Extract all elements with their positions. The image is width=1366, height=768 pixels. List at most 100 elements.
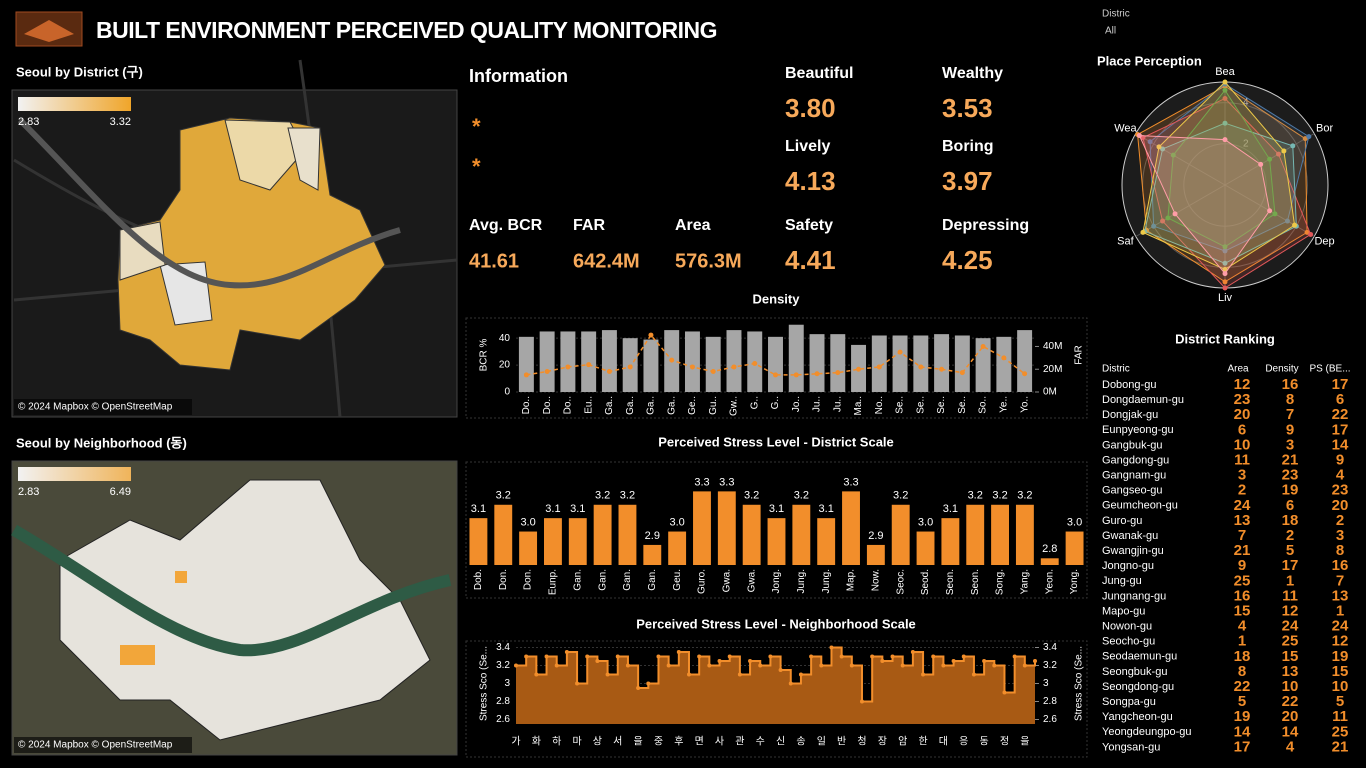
district-name: Jung-gu <box>1102 575 1142 587</box>
point <box>959 370 965 376</box>
kpi-label: Beautiful <box>785 65 853 82</box>
x-tick-label: Ju.. <box>812 396 823 412</box>
rank-value: 11 <box>1332 708 1348 725</box>
point <box>669 357 675 363</box>
data-label: 3.3 <box>694 476 709 488</box>
kpi-label: Lively <box>785 138 830 155</box>
rank-value: 13 <box>1282 663 1299 680</box>
point <box>1276 151 1282 157</box>
point <box>1022 663 1027 668</box>
rank-value: 14 <box>1234 723 1251 740</box>
map-title: Seoul by Neighborhood (동) <box>16 435 187 450</box>
rank-value: 11 <box>1282 587 1298 604</box>
x-tick-label: 가 <box>511 736 520 748</box>
district-name: Dongdaemun-gu <box>1102 394 1184 406</box>
bar <box>1015 504 1034 565</box>
rank-value: 9 <box>1336 451 1344 468</box>
rank-value: 15 <box>1332 663 1349 680</box>
x-tick-label: 하 <box>552 735 561 748</box>
bar <box>618 504 637 565</box>
rank-value: 15 <box>1234 602 1251 619</box>
point <box>814 371 820 377</box>
y2-axis-label: FAR <box>1074 345 1085 364</box>
data-label: 3.2 <box>794 490 809 502</box>
district-name: Yangcheon-gu <box>1102 711 1173 723</box>
data-label: 3.1 <box>769 503 784 515</box>
district-name: Jungnang-gu <box>1102 590 1166 602</box>
point <box>1222 87 1228 93</box>
x-tick-label: Ge.. <box>687 396 698 415</box>
x-tick-label: Ga.. <box>625 396 636 415</box>
bar <box>991 504 1010 565</box>
x-tick-label: Ga.. <box>604 396 615 415</box>
bar <box>788 324 804 392</box>
x-tick-label: Se.. <box>957 396 968 414</box>
area <box>516 647 1035 724</box>
kpi-value: 4.41 <box>785 245 836 275</box>
rank-value: 1 <box>1286 572 1294 589</box>
page-title: BUILT ENVIRONMENT PERCEIVED QUALITY MONI… <box>96 17 717 43</box>
rank-value: 21 <box>1332 738 1349 755</box>
y-axis-label: BCR % <box>479 339 490 372</box>
point <box>727 654 732 659</box>
x-tick-label: Gwa. <box>746 569 757 592</box>
metric-value: 41.61 <box>469 250 519 272</box>
point <box>707 663 712 668</box>
x-tick-label: 반 <box>837 736 846 748</box>
map-legend <box>18 97 131 111</box>
point <box>1170 152 1176 158</box>
bar <box>543 518 562 565</box>
district-name: Seongbuk-gu <box>1102 666 1167 678</box>
axis-label: Liv <box>1218 292 1233 304</box>
filter-value[interactable]: All <box>1105 26 1116 37</box>
y2-tick-label: 2.8 <box>1043 696 1057 707</box>
rank-value: 19 <box>1282 482 1299 499</box>
rank-value: 1 <box>1238 633 1246 650</box>
x-tick-label: 을 <box>1020 736 1029 748</box>
y-tick-label: 3 <box>504 678 510 689</box>
point <box>921 672 926 677</box>
point <box>1292 222 1298 228</box>
point <box>1222 95 1228 101</box>
point <box>544 654 549 659</box>
point <box>1222 260 1228 266</box>
x-tick-label: Gwa. <box>721 569 732 592</box>
rank-value: 16 <box>1332 557 1349 574</box>
rank-value: 20 <box>1332 497 1349 514</box>
x-tick-label: 수 <box>756 736 765 748</box>
point <box>1151 223 1157 229</box>
x-tick-label: Se.. <box>936 396 947 414</box>
chart-title: Perceived Stress Level - District Scale <box>658 434 894 449</box>
point <box>737 672 742 677</box>
map-legend <box>18 467 131 481</box>
bar <box>817 518 836 565</box>
rank-value: 21 <box>1234 542 1251 559</box>
point <box>627 364 633 370</box>
x-tick-label: Yo.. <box>1019 396 1030 413</box>
point <box>1222 271 1228 277</box>
x-tick-label: Guro. <box>697 569 708 594</box>
rank-value: 10 <box>1234 436 1251 453</box>
bar <box>768 336 783 392</box>
bar <box>1017 330 1033 392</box>
rank-value: 14 <box>1332 436 1349 453</box>
point <box>564 650 569 654</box>
x-tick-label: Seoc. <box>895 569 906 595</box>
x-tick-label: 응 <box>959 736 968 748</box>
chart-frame <box>465 461 1088 599</box>
point <box>748 659 753 663</box>
district-name: Seongdong-gu <box>1102 681 1174 693</box>
y2-tick-label: 0M <box>1043 387 1057 398</box>
x-tick-label: Se.. <box>915 396 926 414</box>
point <box>856 366 862 372</box>
point <box>656 654 661 659</box>
point <box>961 654 966 659</box>
point <box>595 659 600 663</box>
map-neighborhoods <box>59 479 431 741</box>
rank-value: 22 <box>1332 406 1349 423</box>
x-tick-label: Gan. <box>647 569 658 591</box>
bar <box>830 334 846 392</box>
x-tick-label: Gu.. <box>708 396 719 415</box>
x-tick-label: Ga.. <box>646 396 657 415</box>
bar <box>975 338 991 392</box>
